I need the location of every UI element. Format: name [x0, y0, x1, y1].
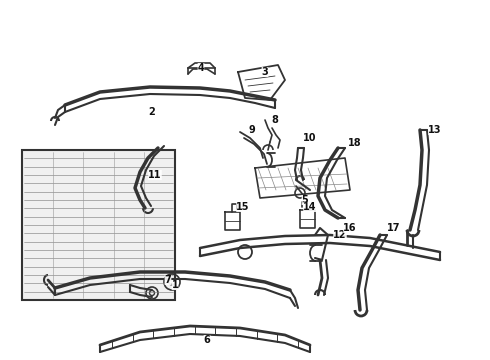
Text: 2: 2 [148, 107, 155, 117]
Text: 16: 16 [343, 223, 357, 233]
Text: 8: 8 [271, 115, 278, 125]
Text: 6: 6 [204, 335, 210, 345]
Text: 11: 11 [148, 170, 162, 180]
Bar [22, 150, 175, 300]
Text: 1: 1 [172, 280, 178, 290]
Text: 13: 13 [428, 125, 442, 135]
Text: 10: 10 [303, 133, 317, 143]
Text: 7: 7 [165, 275, 172, 285]
Text: 5: 5 [302, 195, 308, 205]
Text: 4: 4 [197, 63, 204, 73]
Text: 18: 18 [348, 138, 362, 148]
Text: 3: 3 [262, 67, 269, 77]
Text: 17: 17 [387, 223, 401, 233]
Text: 9: 9 [248, 125, 255, 135]
Text: 14: 14 [303, 202, 317, 212]
Text: 12: 12 [333, 230, 347, 240]
Text: 15: 15 [236, 202, 250, 212]
